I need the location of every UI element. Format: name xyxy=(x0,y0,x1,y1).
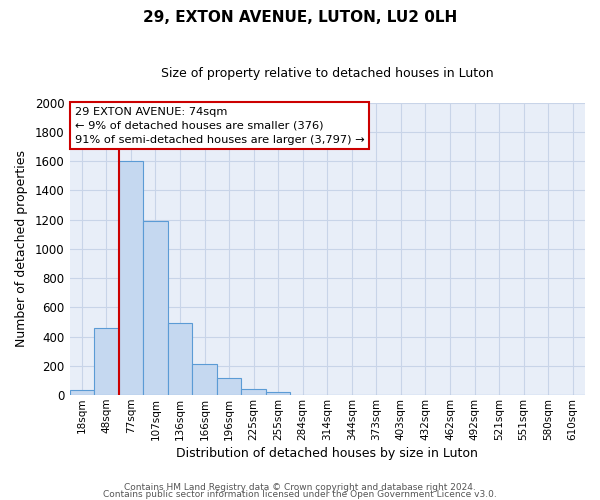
Text: 29 EXTON AVENUE: 74sqm
← 9% of detached houses are smaller (376)
91% of semi-det: 29 EXTON AVENUE: 74sqm ← 9% of detached … xyxy=(75,107,364,145)
Bar xyxy=(266,392,290,395)
Bar xyxy=(217,378,241,395)
Text: Contains HM Land Registry data © Crown copyright and database right 2024.: Contains HM Land Registry data © Crown c… xyxy=(124,484,476,492)
Bar xyxy=(143,221,168,395)
Bar xyxy=(119,161,143,395)
Text: 29, EXTON AVENUE, LUTON, LU2 0LH: 29, EXTON AVENUE, LUTON, LU2 0LH xyxy=(143,10,457,25)
Y-axis label: Number of detached properties: Number of detached properties xyxy=(15,150,28,348)
Text: Contains public sector information licensed under the Open Government Licence v3: Contains public sector information licen… xyxy=(103,490,497,499)
Bar xyxy=(168,324,192,395)
Bar xyxy=(192,364,217,395)
Bar xyxy=(70,390,94,395)
Bar xyxy=(241,388,266,395)
X-axis label: Distribution of detached houses by size in Luton: Distribution of detached houses by size … xyxy=(176,447,478,460)
Bar xyxy=(94,328,119,395)
Title: Size of property relative to detached houses in Luton: Size of property relative to detached ho… xyxy=(161,68,494,80)
